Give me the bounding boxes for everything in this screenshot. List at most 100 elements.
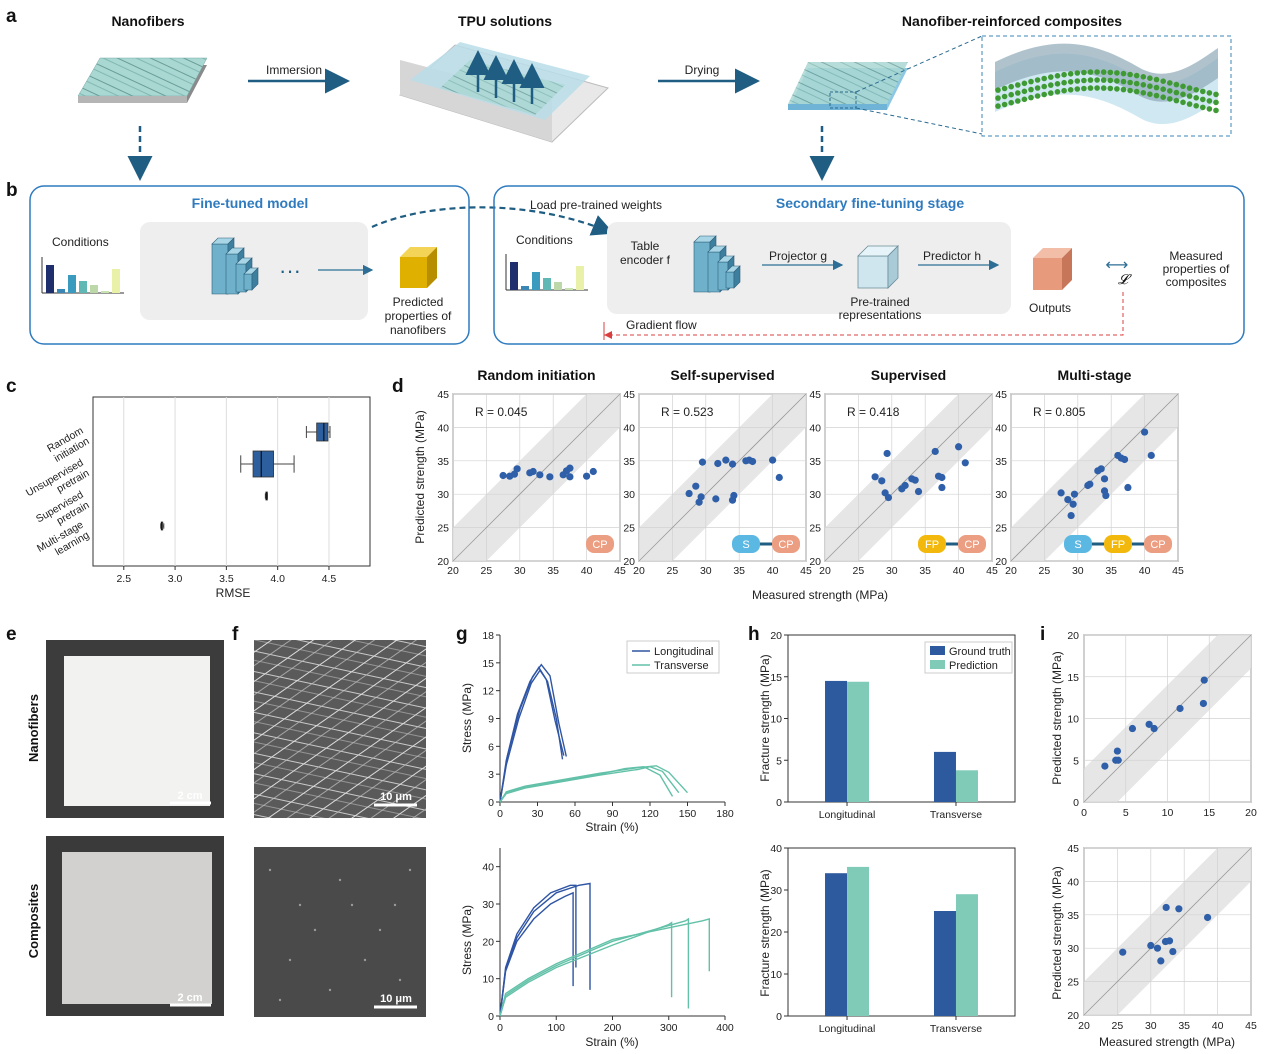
y-tick-label: 30 xyxy=(809,489,821,501)
nanofiber-dot xyxy=(1120,86,1127,93)
x-tick-label: 40 xyxy=(1212,1020,1224,1032)
nanofiber-dot xyxy=(1147,75,1153,81)
x-tick-label: 45 xyxy=(1245,1020,1257,1032)
data-point xyxy=(1124,483,1132,492)
nanofiber-dot xyxy=(1107,85,1114,92)
x-tick-label: 30 xyxy=(514,565,526,577)
x-tick-label: Transverse xyxy=(930,1023,982,1035)
y-tick-label: 25 xyxy=(437,523,449,535)
data-point xyxy=(1067,511,1075,520)
sem-nanofiber-image: 10 μm xyxy=(254,640,426,818)
g-top-xlabel: Strain (%) xyxy=(585,820,638,834)
x-tick-label: 20 xyxy=(819,565,831,577)
drying-label: Drying xyxy=(685,63,720,77)
nanofiber-dot xyxy=(1206,90,1213,96)
sem-speck xyxy=(363,958,367,962)
data-point xyxy=(546,473,554,481)
data-point xyxy=(510,470,519,478)
badge-cp xyxy=(958,535,986,553)
bar-ground-truth xyxy=(933,911,956,1016)
sem-speck xyxy=(393,903,397,907)
nanofiber-dot xyxy=(1054,89,1061,95)
right-model-box xyxy=(607,222,1011,314)
nanofiber-dot xyxy=(1021,96,1028,103)
x-tick-label: 300 xyxy=(660,1022,678,1034)
outputs-cube xyxy=(1033,248,1072,290)
panel-h: h 0 5 10 15 20 Longitudinal Transverse 0 10 20 30… xyxy=(748,624,1016,1035)
nanofiber-dot xyxy=(1133,88,1140,95)
nanofiber-dot xyxy=(1054,73,1061,79)
nanofiber-dot xyxy=(1213,91,1219,98)
data-point xyxy=(1097,465,1105,473)
x-tick-label: 3.5 xyxy=(219,573,234,585)
y-tick-label: 0 xyxy=(776,1011,782,1023)
y-tick-label: 40 xyxy=(623,422,635,434)
legend-ground-truth: Ground truth xyxy=(949,646,1011,658)
y-tick-label: 45 xyxy=(623,389,635,401)
nanofiber-dot xyxy=(1100,85,1107,91)
nanofiber-dot xyxy=(1213,99,1219,106)
nanofiber-dot xyxy=(1133,80,1140,87)
nanofiber-dot xyxy=(1193,95,1199,101)
h-bottom-ylabel: Fracture strength (MPa) xyxy=(758,869,772,996)
identity-line xyxy=(1083,634,1252,803)
longitudinal-curve xyxy=(499,891,574,1017)
x-tick-label: 15 xyxy=(1203,807,1215,819)
nanofiber-dot xyxy=(1114,70,1120,76)
right-encoder-blocks xyxy=(693,235,741,293)
title-nanofibers: Nanofibers xyxy=(111,13,184,29)
d-ylabel: Predicted strength (MPa) xyxy=(413,410,427,543)
subplot-title: Self-supervised xyxy=(670,367,774,383)
encoder-block xyxy=(693,241,711,293)
y-tick-label: 0 xyxy=(1073,797,1079,809)
data-point xyxy=(871,473,879,481)
x-tick-label: 25 xyxy=(1112,1020,1124,1032)
nanofiber-dot xyxy=(1200,96,1206,103)
panel-label-e: e xyxy=(6,624,17,645)
data-point xyxy=(955,443,963,451)
data-point xyxy=(698,458,707,466)
nanofiber-dot xyxy=(1127,79,1133,86)
x-tick-label: 10 xyxy=(1162,807,1174,819)
panel-label-b: b xyxy=(6,180,18,201)
data-point xyxy=(566,473,574,481)
nanofiber-dot xyxy=(1206,106,1213,112)
data-point xyxy=(685,489,693,498)
sem-speck xyxy=(268,868,272,872)
y-tick-label: 25 xyxy=(1067,977,1079,989)
data-point xyxy=(775,473,783,482)
nanofiber-dot xyxy=(1114,78,1120,84)
h-top-ylabel: Fracture strength (MPa) xyxy=(758,654,772,781)
y-tick-label: 0 xyxy=(488,797,494,809)
boxplot-frame xyxy=(92,396,371,567)
x-tick-label: 30 xyxy=(1145,1020,1157,1032)
box xyxy=(252,450,274,478)
legend-transverse: Transverse xyxy=(654,660,709,672)
data-point xyxy=(1069,500,1077,508)
x-tick-label: 45 xyxy=(614,565,626,577)
y-tick-label: 6 xyxy=(488,741,494,753)
condition-bar xyxy=(46,265,54,293)
nanofiber-dot xyxy=(1041,83,1047,90)
panel-label-a: a xyxy=(6,6,17,27)
title-tpu-solutions: TPU solutions xyxy=(458,13,552,29)
badge-label: CP xyxy=(592,539,607,551)
plot-frame xyxy=(787,847,1016,1017)
x-tick-label: Longitudinal xyxy=(819,1023,876,1035)
nanofiber-dot xyxy=(1153,84,1160,91)
gradient-flow-label: Gradient flow xyxy=(626,318,697,332)
nanofiber-dot xyxy=(1001,85,1008,92)
x-tick-label: 180 xyxy=(716,808,734,820)
sem-speck xyxy=(338,878,342,882)
nanofiber-dot xyxy=(1147,91,1153,97)
nanofiber-dot xyxy=(1120,78,1127,85)
data-point xyxy=(1141,428,1149,436)
y-tick-label: 12 xyxy=(482,686,494,698)
panel-label-g: g xyxy=(456,624,468,645)
data-point xyxy=(566,464,574,472)
data-point xyxy=(901,481,909,490)
data-point xyxy=(1147,451,1155,460)
nanofiber-dot xyxy=(1153,76,1160,83)
nanofiber-dot xyxy=(1028,78,1034,85)
nanofiber-dot xyxy=(1054,81,1061,87)
